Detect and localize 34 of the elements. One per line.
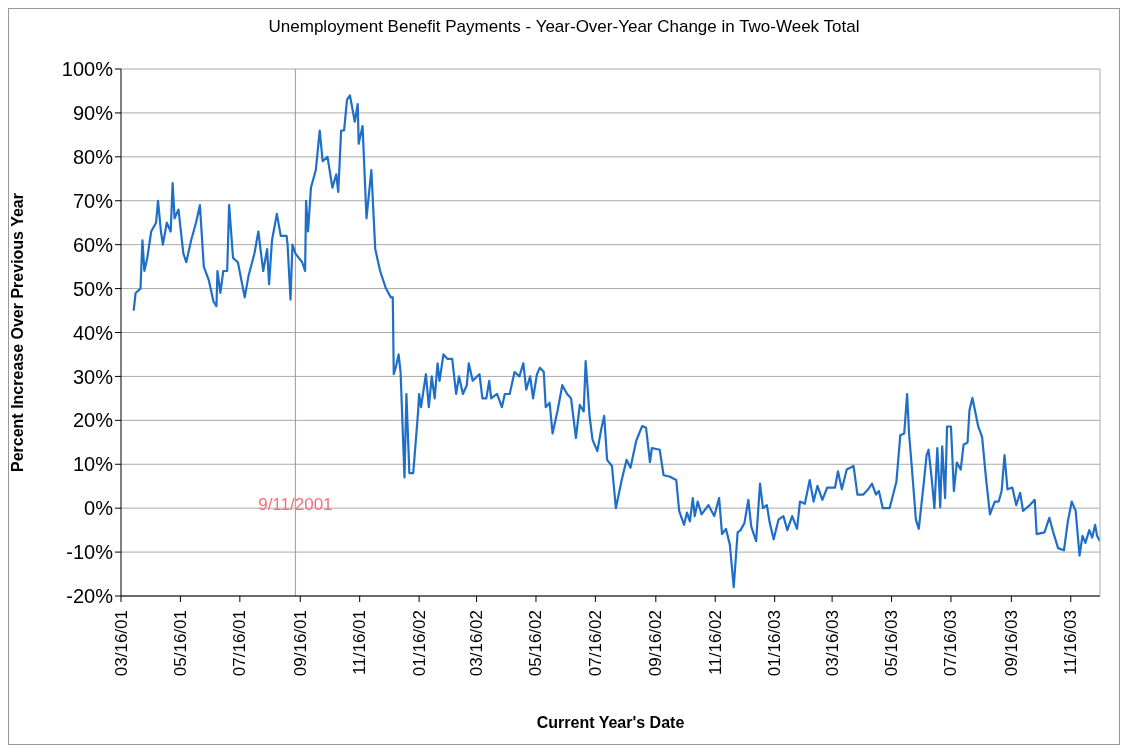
y-tick-label: 90% — [72, 102, 114, 125]
x-tick-label: 09/16/01 — [290, 610, 310, 677]
x-tick-label: 05/16/01 — [170, 610, 190, 677]
y-tick-label: 0% — [84, 497, 114, 520]
x-tick-label: 03/16/01 — [111, 610, 131, 677]
x-tick-label: 01/16/02 — [409, 610, 429, 677]
x-tick-label: 07/16/02 — [585, 610, 605, 677]
x-tick-label: 11/16/01 — [350, 610, 370, 675]
y-tick-label: 10% — [72, 453, 114, 476]
y-tick-label: 80% — [72, 145, 114, 168]
y-tick-label: 20% — [72, 409, 114, 432]
y-axis-title: Percent Increase Over Previous Year — [8, 193, 26, 472]
x-tick-label: 03/16/02 — [467, 610, 487, 677]
x-axis-title: Current Year's Date — [536, 714, 685, 731]
y-tick-label: 30% — [72, 365, 114, 388]
y-tick-label: 50% — [72, 277, 114, 300]
x-tick-label: 05/16/03 — [882, 610, 902, 677]
x-tick-label: 07/16/01 — [230, 610, 250, 677]
y-tick-label: 70% — [72, 189, 114, 212]
x-tick-label: 03/16/03 — [822, 610, 842, 677]
y-tick-label: -10% — [66, 541, 114, 564]
chart-title: Unemployment Benefit Payments - Year-Over-Year Change in Two-Week Total — [267, 17, 861, 37]
x-tick-label: 09/16/03 — [1001, 610, 1021, 677]
y-tick-label: -20% — [66, 585, 114, 608]
x-tick-label: 05/16/02 — [526, 610, 546, 677]
y-tick-label: 40% — [72, 321, 114, 344]
x-tick-label: 01/16/03 — [765, 610, 785, 677]
x-tick-label: 09/16/02 — [646, 610, 666, 677]
x-tick-label: 11/16/02 — [705, 610, 725, 675]
x-tick-label: 11/16/03 — [1061, 610, 1081, 675]
y-tick-label: 100% — [61, 58, 114, 81]
y-tick-label: 60% — [72, 233, 114, 256]
line-series — [132, 94, 1100, 589]
x-tick-label: 07/16/03 — [941, 610, 961, 677]
